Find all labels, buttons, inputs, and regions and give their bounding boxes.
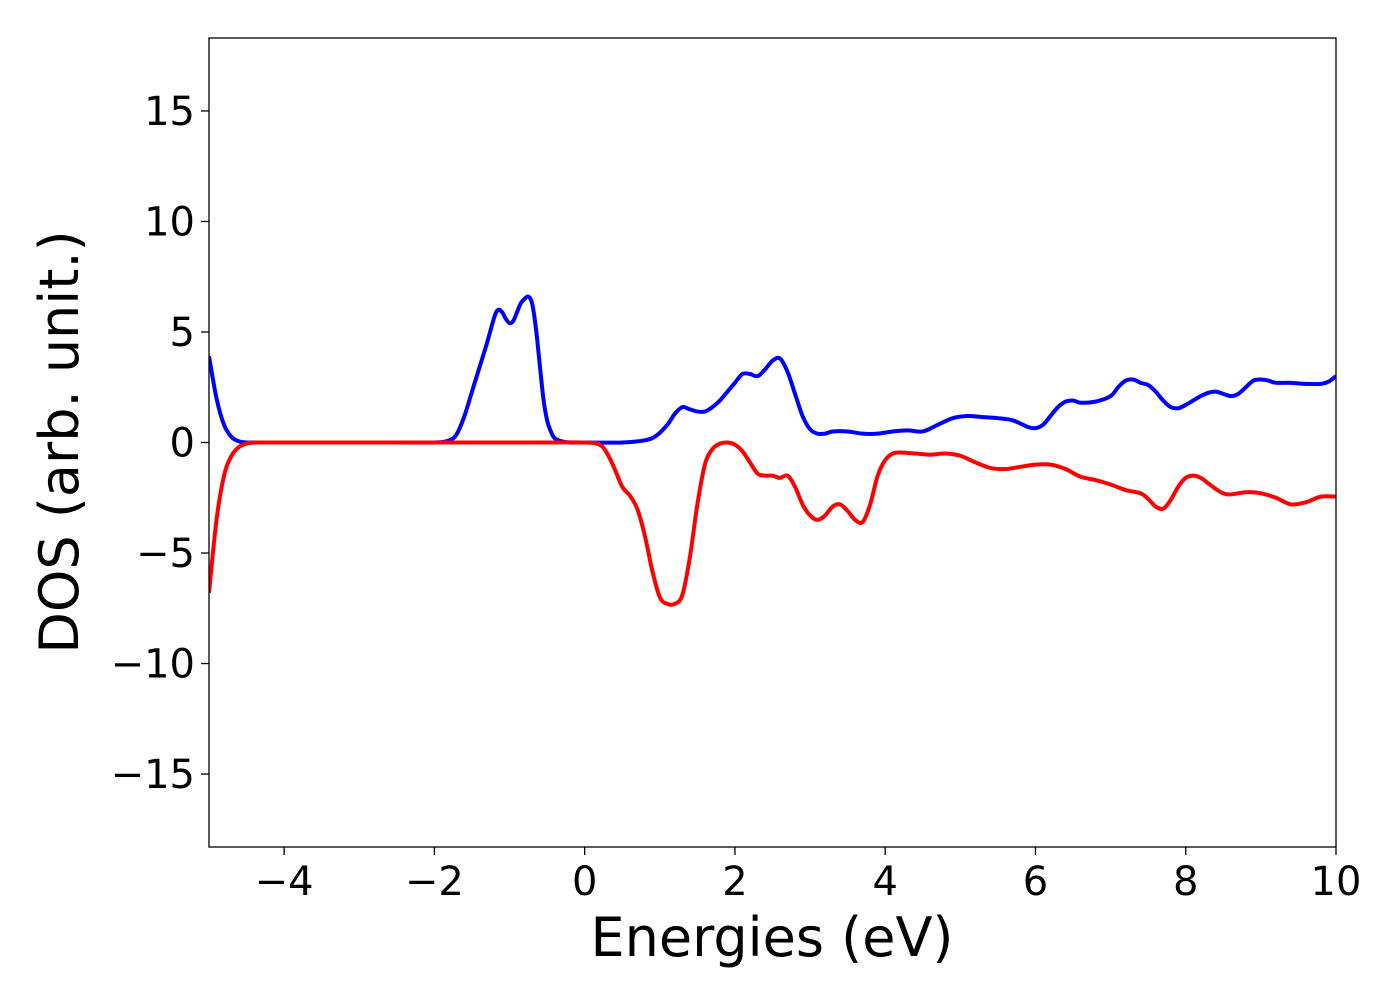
x-tick-label: 2: [722, 859, 747, 905]
x-axis-label: Energies (eV): [591, 906, 954, 969]
series-line-2: [209, 440, 1336, 607]
x-tick-label: 8: [1173, 859, 1198, 905]
x-tick-label: 6: [1023, 859, 1048, 905]
x-tick-label: −4: [255, 859, 314, 905]
y-tick-label: 0: [170, 421, 195, 467]
y-tick-label: −10: [111, 642, 195, 688]
y-tick-label: 5: [170, 310, 195, 356]
y-tick-label: −5: [136, 531, 195, 577]
y-tick-label: −15: [111, 752, 195, 798]
x-tick-label: 0: [572, 859, 597, 905]
y-tick-label: 15: [144, 89, 195, 135]
x-tick-label: 10: [1311, 859, 1362, 905]
y-axis-label: DOS (arb. unit.): [28, 230, 91, 653]
x-axis-ticks: −4 −2 0 2 4 6 8 10: [255, 847, 1362, 905]
series-line-1: [209, 294, 1336, 445]
x-tick-label: −2: [405, 859, 464, 905]
y-axis-ticks: 15 10 5 0 −5 −10 −15: [111, 89, 209, 798]
y-tick-label: 10: [144, 199, 195, 245]
series-layer: [209, 294, 1336, 607]
x-tick-label: 4: [872, 859, 897, 905]
